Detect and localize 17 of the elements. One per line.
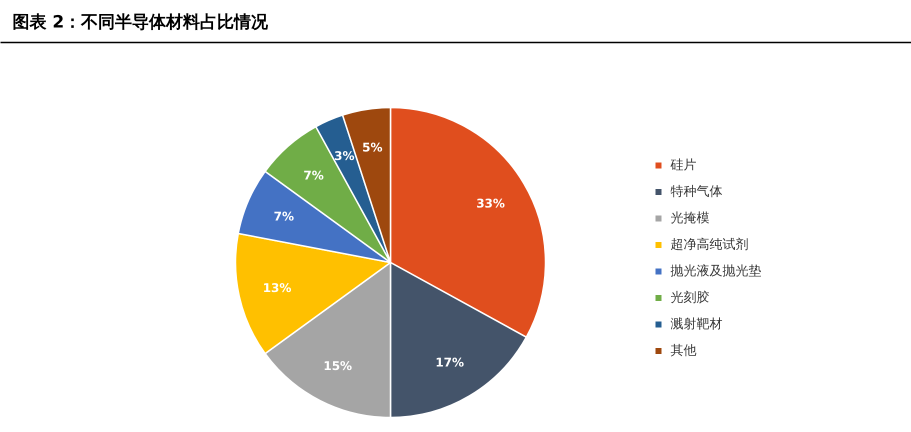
data-label: 3% [334, 148, 355, 163]
legend-label: 特种气体 [670, 184, 722, 200]
legend-label: 其他 [670, 344, 696, 358]
legend-label: 光掩模 [670, 211, 710, 226]
legend-label: 溅射靶材 [670, 317, 722, 332]
chart-title: 图表 2：不同半导体材料占比情况 [12, 12, 270, 32]
legend-label: 硅片 [670, 158, 696, 173]
data-label: 15% [323, 359, 352, 374]
legend-label: 光刻胶 [670, 290, 710, 306]
data-label: 7% [303, 168, 324, 182]
data-label: 7% [274, 209, 294, 224]
legend-label: 抛光液及抛光垫 [670, 264, 762, 279]
data-label: 33% [476, 196, 505, 210]
data-label: 5% [362, 140, 383, 155]
data-label: 17% [435, 356, 464, 370]
data-label: 13% [262, 280, 292, 295]
legend-label: 超净高纯试剂 [670, 236, 748, 252]
